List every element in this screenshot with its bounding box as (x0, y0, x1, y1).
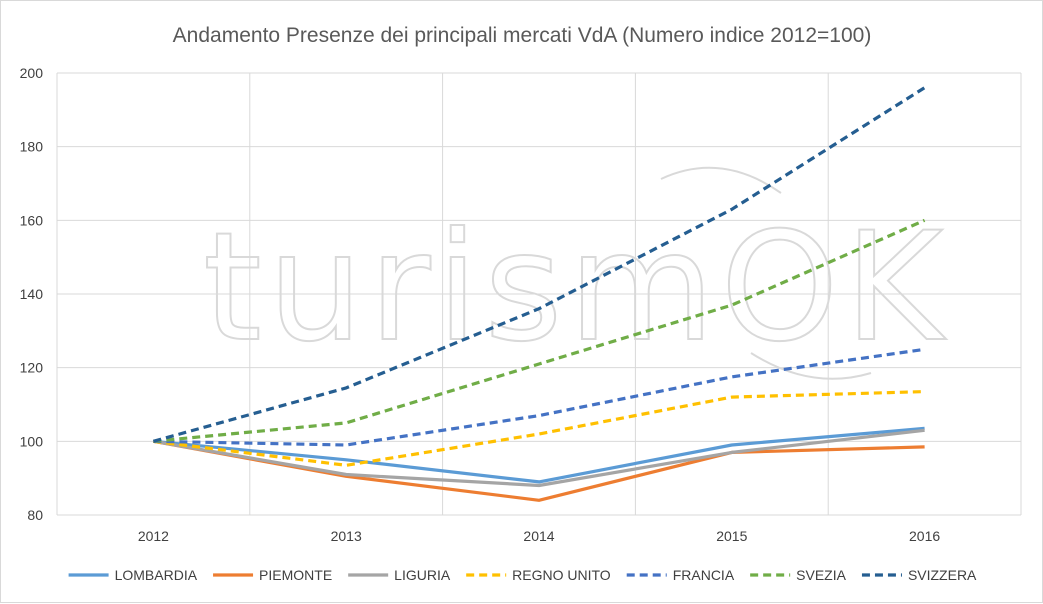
series-line-liguria (153, 428, 925, 488)
legend-label-liguria: LIGURIA (394, 567, 451, 583)
y-tick-label: 180 (20, 139, 44, 155)
legend-label-francia: FRANCIA (673, 567, 735, 583)
series-line-svezia (153, 218, 926, 443)
legend-label-regno-unito: REGNO UNITO (512, 567, 611, 583)
x-axis-ticks: 2012 2013 2014 2015 2016 (138, 528, 941, 544)
watermark: turismOK (202, 166, 949, 380)
legend: LOMBARDIA PIEMONTE LIGURIA REGNO UNITO FRANC… (68, 567, 977, 583)
x-tick-label: 2013 (331, 528, 362, 544)
chart-title: Andamento Presenze dei principali mercat… (173, 24, 872, 47)
x-tick-label: 2012 (138, 528, 169, 544)
legend-label-lombardia: LOMBARDIA (115, 567, 198, 583)
legend-label-svizzera: SVIZZERA (908, 567, 977, 583)
watermark-logo-text: turismOK (203, 201, 949, 375)
y-tick-label: 140 (20, 286, 44, 302)
y-tick-label: 200 (20, 65, 44, 81)
y-tick-label: 100 (20, 433, 44, 449)
series-line-lombardia (153, 426, 925, 484)
x-tick-label: 2014 (523, 528, 554, 544)
x-tick-label: 2016 (909, 528, 940, 544)
legend-label-piemonte: PIEMONTE (259, 567, 332, 583)
x-tick-label: 2015 (716, 528, 747, 544)
y-tick-label: 80 (27, 507, 43, 523)
watermark-arrow-bottom (750, 352, 872, 380)
y-axis-ticks: 80 100 120 140 160 180 200 (20, 65, 44, 523)
y-tick-label: 120 (20, 360, 44, 376)
series-line-regno-unito (153, 390, 925, 467)
watermark-arrow-top (660, 166, 782, 194)
series-line-svizzera (152, 86, 926, 443)
gridlines (56, 72, 1022, 516)
series-lines (152, 86, 926, 502)
y-tick-label: 160 (20, 212, 44, 228)
legend-label-svezia: SVEZIA (796, 567, 846, 583)
series-line-piemonte (153, 439, 925, 502)
